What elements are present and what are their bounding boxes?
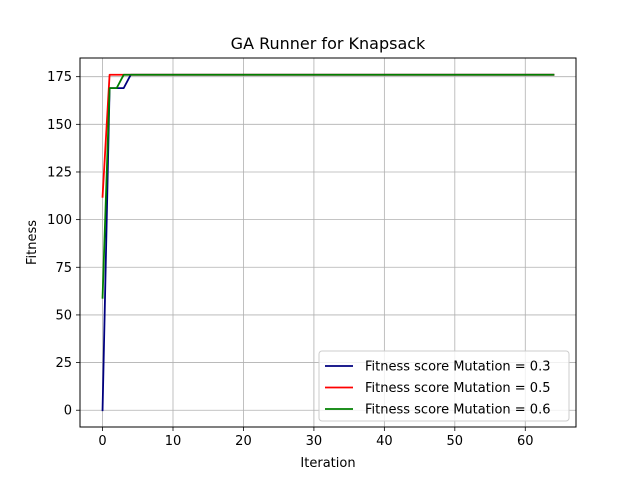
y-tick-label: 50 [55, 308, 72, 323]
x-tick-label: 40 [376, 434, 393, 449]
x-tick-label: 20 [235, 434, 252, 449]
x-axis-label: Iteration [300, 456, 355, 471]
axis-ticks: 0 10 20 30 40 50 60 0 25 50 75 100 125 150 175 [47, 70, 533, 449]
y-tick-label: 100 [47, 213, 72, 228]
legend: Fitness score Mutation = 0.3 Fitness scor… [318, 350, 570, 422]
y-tick-label: 175 [47, 70, 72, 85]
legend-label-0: Fitness score Mutation = 0.3 [365, 360, 550, 375]
y-tick-label: 0 [64, 404, 72, 419]
y-tick-label: 25 [55, 356, 72, 371]
y-tick-label: 75 [55, 261, 72, 276]
legend-box [318, 350, 570, 422]
x-tick-label: 0 [98, 434, 106, 449]
plot-frame [79, 57, 577, 428]
y-tick-label: 125 [47, 165, 72, 180]
legend-label-1: Fitness score Mutation = 0.5 [365, 381, 550, 396]
legend-label-2: Fitness score Mutation = 0.6 [365, 403, 550, 418]
grid [80, 58, 576, 427]
x-tick-label: 10 [165, 434, 182, 449]
x-tick-label: 60 [517, 434, 534, 449]
series-line-2 [101, 73, 555, 299]
chart-title: GA Runner for Knapsack [231, 34, 426, 53]
y-tick-label: 150 [47, 118, 72, 133]
x-tick-label: 30 [306, 434, 323, 449]
y-axis-label: Fitness [25, 220, 40, 265]
series-lines [101, 73, 555, 412]
x-tick-label: 50 [447, 434, 464, 449]
